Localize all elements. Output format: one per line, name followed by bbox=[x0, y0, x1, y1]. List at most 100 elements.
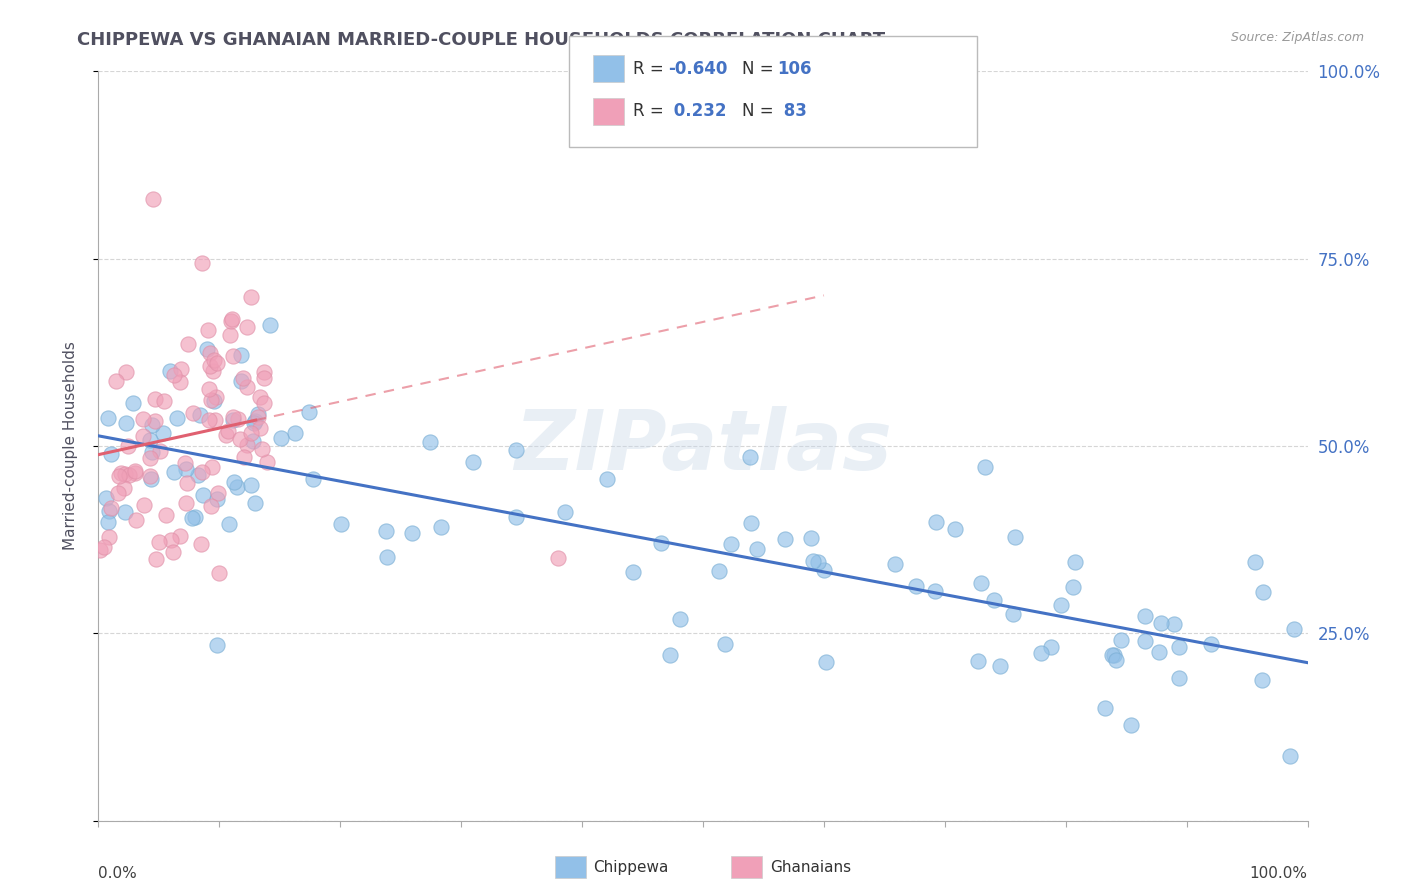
Point bbox=[219, 314, 242, 328]
Point bbox=[198, 359, 221, 373]
Point bbox=[204, 413, 226, 427]
Point bbox=[1149, 615, 1171, 630]
Point bbox=[94, 491, 117, 506]
Point bbox=[621, 565, 644, 579]
Point bbox=[170, 362, 193, 376]
Point bbox=[813, 563, 835, 577]
Point bbox=[1121, 717, 1143, 731]
Point bbox=[505, 443, 527, 458]
Text: 0.0%: 0.0% bbox=[98, 865, 138, 880]
Text: CHIPPEWA VS GHANAIAN MARRIED-COUPLE HOUSEHOLDS CORRELATION CHART: CHIPPEWA VS GHANAIAN MARRIED-COUPLE HOUS… bbox=[77, 31, 886, 49]
Point bbox=[114, 504, 136, 518]
Point bbox=[181, 406, 204, 420]
Point bbox=[505, 510, 527, 524]
Point bbox=[145, 552, 167, 566]
Point bbox=[198, 413, 221, 427]
Point bbox=[114, 467, 136, 482]
Point bbox=[239, 477, 262, 491]
Point bbox=[224, 475, 246, 489]
Point bbox=[183, 510, 205, 524]
Point bbox=[163, 368, 186, 382]
Point bbox=[160, 533, 183, 547]
Point bbox=[181, 510, 204, 524]
Point bbox=[97, 515, 120, 529]
Point bbox=[463, 455, 485, 469]
Point bbox=[239, 426, 262, 441]
Point bbox=[141, 445, 163, 459]
Text: Chippewa: Chippewa bbox=[593, 860, 669, 874]
Point bbox=[740, 516, 762, 531]
Point bbox=[707, 564, 730, 578]
Point bbox=[253, 396, 276, 410]
Point bbox=[1251, 673, 1274, 687]
Point bbox=[1049, 599, 1071, 613]
Point bbox=[596, 472, 619, 486]
Point bbox=[190, 465, 212, 479]
Point bbox=[905, 579, 928, 593]
Point bbox=[166, 410, 188, 425]
Point bbox=[200, 499, 222, 513]
Point bbox=[159, 364, 181, 378]
Point bbox=[925, 516, 948, 530]
Text: 100.0%: 100.0% bbox=[1250, 865, 1308, 880]
Point bbox=[222, 349, 245, 363]
Text: N =: N = bbox=[742, 103, 779, 120]
Text: -0.640: -0.640 bbox=[668, 60, 727, 78]
Point bbox=[124, 464, 146, 478]
Point bbox=[229, 433, 252, 447]
Point bbox=[139, 433, 162, 447]
Point bbox=[93, 541, 115, 555]
Point bbox=[142, 192, 165, 206]
Point bbox=[132, 498, 155, 512]
Point bbox=[122, 396, 145, 410]
Text: 106: 106 bbox=[778, 60, 813, 78]
Point bbox=[1040, 640, 1063, 654]
Point bbox=[884, 557, 907, 571]
Point bbox=[1111, 633, 1133, 648]
Point bbox=[967, 654, 990, 668]
Text: R =: R = bbox=[633, 103, 669, 120]
Point bbox=[205, 491, 228, 506]
Point bbox=[169, 529, 191, 543]
Point bbox=[124, 467, 146, 481]
Point bbox=[131, 429, 153, 443]
Point bbox=[112, 481, 135, 495]
Point bbox=[191, 488, 214, 502]
Point bbox=[201, 460, 224, 475]
Text: Source: ZipAtlas.com: Source: ZipAtlas.com bbox=[1230, 31, 1364, 45]
Point bbox=[108, 469, 131, 483]
Point bbox=[89, 543, 111, 558]
Point bbox=[125, 513, 148, 527]
Point bbox=[1244, 555, 1267, 569]
Point bbox=[1031, 646, 1053, 660]
Point bbox=[242, 434, 264, 448]
Point bbox=[1278, 748, 1301, 763]
Point bbox=[115, 365, 138, 379]
Point bbox=[253, 371, 276, 385]
Point bbox=[547, 551, 569, 566]
Point bbox=[270, 431, 292, 445]
Point bbox=[198, 382, 221, 396]
Point bbox=[240, 290, 263, 304]
Point bbox=[1282, 622, 1305, 636]
Point bbox=[118, 468, 141, 483]
Point bbox=[419, 434, 441, 449]
Point bbox=[284, 425, 307, 440]
Point bbox=[195, 342, 218, 356]
Point bbox=[330, 516, 353, 531]
Point bbox=[198, 346, 221, 360]
Point bbox=[924, 584, 946, 599]
Point bbox=[173, 457, 195, 471]
Point bbox=[104, 375, 127, 389]
Text: Ghanaians: Ghanaians bbox=[770, 860, 852, 874]
Point bbox=[298, 405, 321, 419]
Point bbox=[1094, 701, 1116, 715]
Point bbox=[301, 472, 323, 486]
Point bbox=[214, 427, 236, 442]
Point bbox=[1102, 648, 1125, 662]
Point bbox=[176, 337, 198, 351]
Point bbox=[149, 444, 172, 458]
Point bbox=[176, 475, 198, 490]
Point bbox=[218, 517, 240, 532]
Point bbox=[1063, 555, 1085, 569]
